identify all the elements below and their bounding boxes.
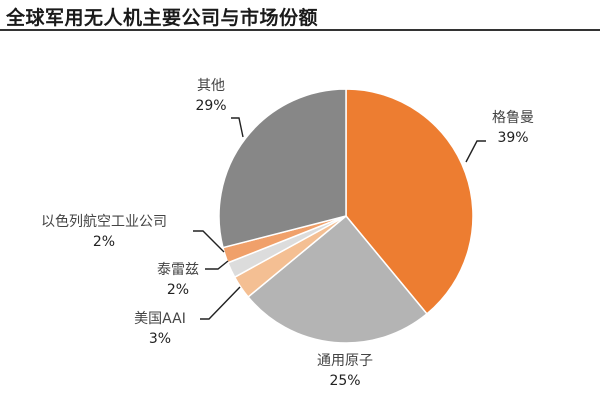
slice-percent: 29% [195,98,227,114]
label-thales: 泰雷兹 2% [148,260,208,300]
slice-percent: 3% [148,331,172,347]
pie-slice-1 [247,214,429,344]
label-other: 其他 29% [188,76,234,116]
pie-slice-5 [218,88,347,249]
leader-line-other [231,117,244,138]
leader-line-aai [200,286,241,320]
leader-line-grumman [465,140,486,163]
slice-percent: 2% [166,282,190,298]
title-divider [0,29,600,31]
leader-line-thales [205,260,229,270]
slice-label: 以色列航空工业公司 [41,214,167,230]
label-grumman: 格鲁曼 39% [478,108,548,148]
pie-slice-0 [345,88,474,315]
leader-line-iai [193,230,225,253]
slice-label: 泰雷兹 [157,262,199,278]
slice-percent: 2% [92,234,116,250]
slice-percent: 39% [497,130,529,146]
label-iai: 以色列航空工业公司 2% [14,212,194,252]
leader-lines [193,117,486,320]
pie-slices [218,88,474,344]
slice-label: 格鲁曼 [492,110,534,126]
chart-title: 全球军用无人机主要公司与市场份额 [6,7,319,29]
slice-label: 其他 [197,78,225,94]
label-aai: 美国AAI 3% [120,309,200,349]
label-general-atomics: 通用原子 25% [300,351,390,391]
slice-label: 美国AAI [134,311,186,327]
slice-label: 通用原子 [317,353,373,369]
slice-percent: 25% [329,373,361,389]
